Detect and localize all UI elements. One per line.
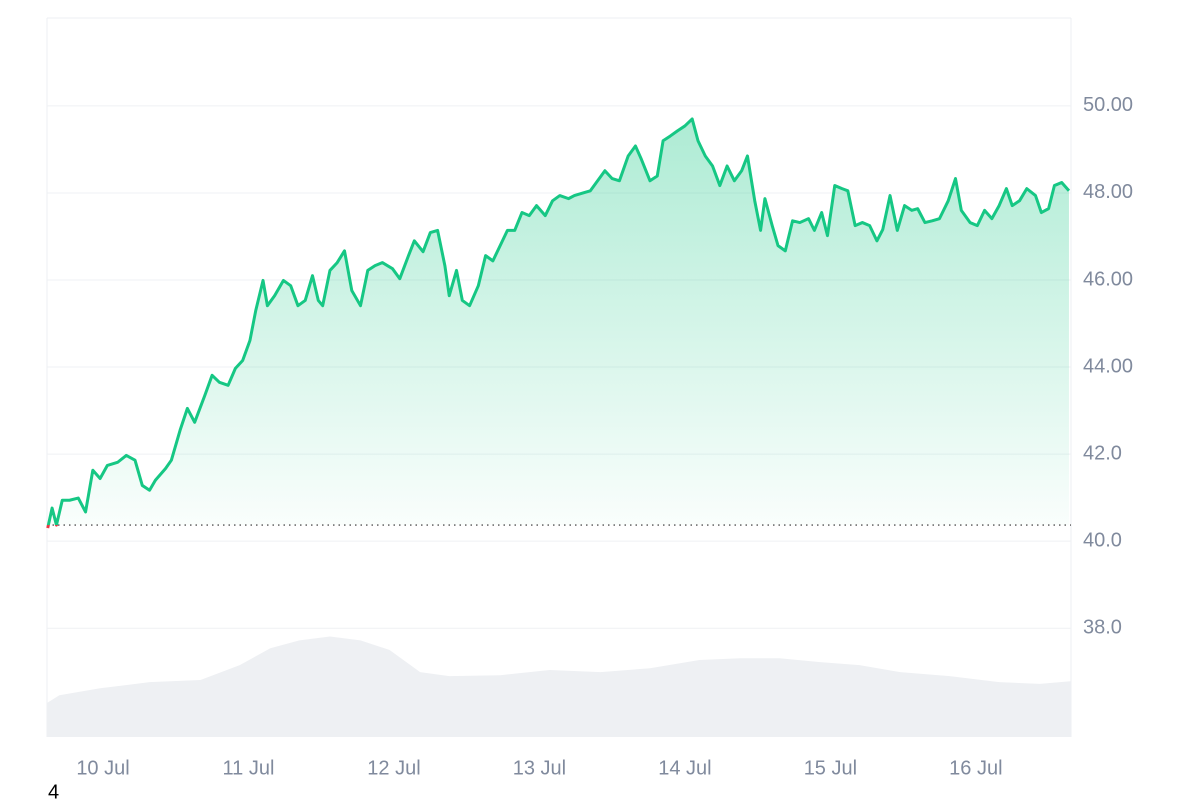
x-tick-label: 10 Jul [76,757,129,779]
y-tick-label: 50.00 [1083,94,1133,116]
price-line [46,117,1071,526]
y-tick-label: 44.00 [1083,355,1133,377]
x-tick-label: 14 Jul [658,757,711,779]
y-tick-label: 48.00 [1083,181,1133,203]
x-tick-label: 13 Jul [513,757,566,779]
x-tick-label: 11 Jul [223,757,275,779]
x-tick-label: 15 Jul [804,757,857,779]
volume-area [47,636,1071,737]
price-area [48,118,1069,526]
x-tick-label: 12 Jul [367,757,420,779]
y-tick-label: 38.0 [1083,616,1122,638]
annotation: 4 [48,781,59,800]
y-tick-label: 42.0 [1083,442,1122,464]
y-tick-label: 46.00 [1083,268,1133,290]
x-tick-label: 16 Jul [949,757,1002,779]
y-tick-label: 40.0 [1083,529,1122,551]
